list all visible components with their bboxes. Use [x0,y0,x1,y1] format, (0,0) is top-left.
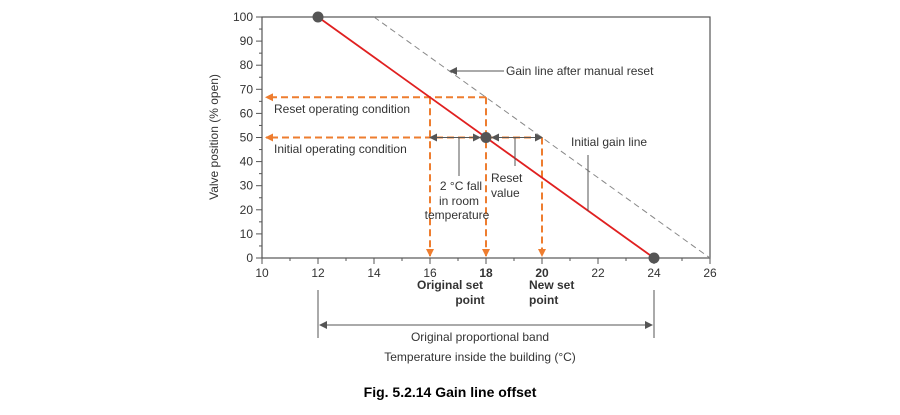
x-tick-label: 12 [311,266,325,280]
x-tick-label: 14 [367,266,381,280]
y-tick-label: 30 [240,179,254,193]
data-point-marker [480,132,492,143]
gain-line-after-reset [373,16,711,259]
y-tick-label: 70 [240,82,254,96]
y-tick-label: 50 [240,131,254,145]
new-set-point-line-2: point [529,293,558,307]
y-axis-label: Valve position (% open) [207,74,221,200]
y-tick-label: 100 [233,10,253,24]
figure-caption: Fig. 5.2.14 Gain line offset [363,384,537,400]
initial-gain-line-label: Initial gain line [571,135,647,149]
fall-label-line-1: 2 °C fall [440,179,482,193]
initial-operating-label: Initial operating condition [274,142,407,156]
x-tick-label: 20 [535,266,549,280]
y-tick-label: 10 [240,227,254,241]
data-point-marker [648,252,660,264]
reset-value-line-2: value [491,186,520,200]
y-tick-label: 40 [240,155,254,169]
y-tick-label: 80 [240,58,254,72]
annotation-leaders [317,67,655,338]
y-tick-label: 20 [240,203,254,217]
y-tick-label: 90 [240,34,254,48]
x-tick-label: 26 [703,266,717,280]
x-tick-label: 18 [479,266,493,280]
x-tick-label: 22 [591,266,605,280]
original-set-point-line-1: Original set [417,278,483,292]
y-tick-label: 60 [240,106,254,120]
y-tick-label: 0 [246,251,253,265]
x-axis-label: Temperature inside the building (°C) [384,350,576,364]
gain-after-reset-label: Gain line after manual reset [506,64,654,78]
fall-label-line-2: in room [439,194,479,208]
reset-operating-label: Reset operating condition [274,102,410,116]
new-set-point-line-1: New set [529,278,574,292]
data-markers [312,11,660,264]
reset-value-line-1: Reset [491,171,523,185]
x-tick-label: 24 [647,266,661,280]
x-tick-label: 10 [255,266,269,280]
data-point-marker [312,11,324,23]
original-set-point-line-2: point [455,293,484,307]
x-tick-label: 16 [423,266,437,280]
proportional-band-label: Original proportional band [411,330,549,344]
fall-label-line-3: temperature [425,208,490,222]
